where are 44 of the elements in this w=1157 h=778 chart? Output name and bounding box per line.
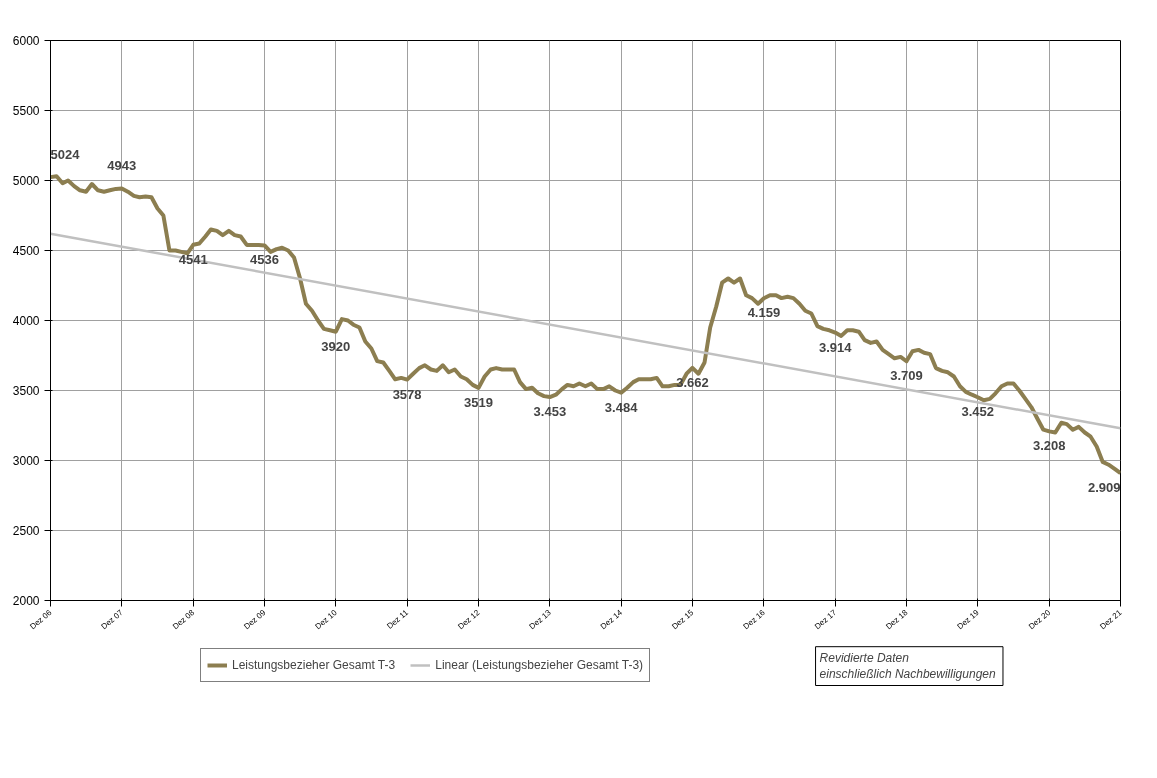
- y-tick-label: 3500: [12, 384, 40, 398]
- y-tick-label: 5000: [12, 174, 40, 188]
- annotation: 3.914: [818, 339, 853, 355]
- x-tick-label: Dez 06: [28, 607, 54, 632]
- x-tick-label: Dez 21: [1098, 607, 1124, 632]
- x-tick-label: Dez 12: [456, 607, 482, 632]
- x-tick-label: Dez 11: [385, 607, 411, 631]
- x-tick-label: Dez 13: [527, 607, 554, 632]
- x-tick-label: Dez 07: [99, 607, 126, 632]
- legend-label: Leistungsbezieher Gesamt T-3: [232, 658, 396, 672]
- annotation: 3.709: [890, 368, 923, 384]
- x-tick-label: Dez 17: [812, 607, 839, 632]
- annotation: 4943: [107, 158, 137, 174]
- annotation: 4541: [178, 251, 208, 267]
- annotation: 3.452: [961, 404, 995, 420]
- annotation: 3.484: [604, 399, 639, 415]
- x-tick-label: Dez 08: [170, 607, 197, 632]
- annotation: 2.909: [1087, 480, 1121, 496]
- annotation: 5024: [50, 147, 81, 163]
- y-tick-label: 2000: [12, 594, 40, 608]
- y-tick-label: 4000: [12, 314, 40, 328]
- annotation: 3.208: [1032, 438, 1066, 454]
- y-tick-label: 3000: [12, 454, 40, 468]
- x-tick-label: Dez 16: [741, 607, 768, 632]
- annotation: 3920: [321, 338, 351, 354]
- x-tick-label: Dez 09: [242, 607, 268, 632]
- x-tick-label: Dez 20: [1026, 607, 1053, 632]
- x-tick-label: Dez 15: [670, 607, 696, 632]
- x-tick-label: Dez 10: [313, 607, 340, 632]
- annotation: 3.453: [533, 404, 567, 420]
- text: Revidierte Daten einschließlich Nachbewilligungen: [819, 650, 996, 682]
- annotation: 4.159: [747, 305, 781, 321]
- legend-label: Linear (Leistungsbezieher Gesamt T-3): [435, 658, 644, 672]
- y-tick-label: 4500: [12, 244, 40, 258]
- annotation: 3519: [464, 394, 494, 410]
- annotation: 3578: [392, 386, 422, 402]
- annotation: 4536: [250, 252, 279, 268]
- x-tick-label: Dez 18: [884, 607, 910, 632]
- y-tick-label: 2500: [12, 524, 40, 538]
- y-tick-label: 5500: [12, 104, 40, 118]
- line-series: [50, 174, 1121, 476]
- x-tick-label: Dez 19: [955, 607, 982, 632]
- x-tick-label: Dez 14: [598, 607, 625, 632]
- y-tick-label: 6000: [12, 34, 40, 48]
